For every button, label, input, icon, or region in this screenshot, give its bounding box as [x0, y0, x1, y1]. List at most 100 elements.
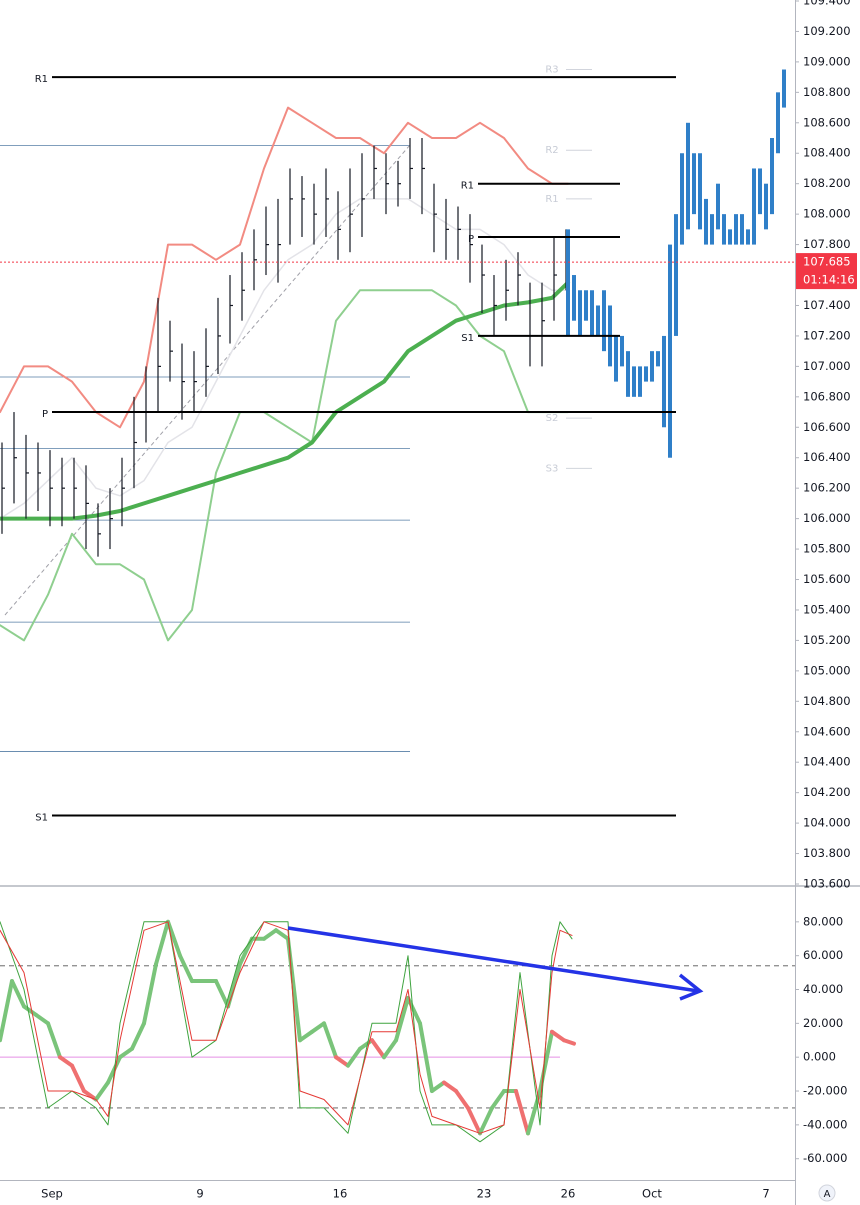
projection-bar	[704, 198, 708, 245]
y-tick-label: 107.200	[803, 328, 851, 342]
oscillator-segment	[130, 1021, 146, 1051]
x-tick-label: 9	[196, 1187, 203, 1201]
oscillator-segment	[514, 1089, 530, 1136]
y-tick-label: -20.000	[803, 1084, 847, 1098]
y-tick-label: 103.800	[803, 846, 851, 860]
projection-bar	[692, 153, 696, 215]
oscillator-segment	[358, 1038, 374, 1051]
y-tick-label: 105.800	[803, 542, 851, 556]
faint-pivot-label: R1	[545, 194, 558, 205]
faint-pivot-label: R3	[545, 65, 558, 76]
faint-pivot-label: S2	[546, 413, 559, 424]
projection-bar	[770, 138, 774, 215]
projection-bar	[686, 122, 690, 230]
y-tick-label: 105.000	[803, 663, 851, 677]
y-tick-label: 107.800	[803, 237, 851, 251]
projection-bar	[728, 229, 732, 245]
y-tick-label: 106.000	[803, 511, 851, 525]
y-tick-label: 0.000	[803, 1050, 836, 1064]
y-tick-label: 109.000	[803, 54, 851, 68]
oscillator-segment	[10, 979, 26, 1009]
y-tick-label: 109.400	[803, 0, 851, 8]
last-price-label: 107.685	[803, 255, 851, 269]
auto-scale-button[interactable]	[818, 1184, 836, 1202]
oscillator-segment	[238, 936, 254, 967]
oscillator-segment	[22, 1004, 38, 1017]
projection-bar	[764, 183, 768, 230]
faint-pivot-label: R2	[545, 145, 558, 156]
oscillator-segment	[370, 1038, 386, 1060]
oscillator-segment	[562, 1038, 576, 1046]
projection-bar	[566, 229, 570, 336]
projection-bar	[716, 183, 720, 230]
y-tick-label: 108.600	[803, 115, 851, 129]
y-tick-label: 108.000	[803, 207, 851, 221]
projection-bar	[626, 351, 630, 397]
projection-bar	[734, 214, 738, 245]
y-tick-label: 105.200	[803, 633, 851, 647]
projection-bar	[590, 290, 594, 336]
y-tick-label: 108.400	[803, 146, 851, 160]
y-tick-label: 104.200	[803, 785, 851, 799]
plot-layer: R1 P S1 R1 P S1 R3 R2 R1 S2 S3	[0, 65, 795, 1143]
y-tick-label: 103.600	[803, 877, 851, 891]
x-tick-label: 23	[477, 1187, 492, 1201]
oscillator-segment	[262, 928, 278, 941]
oscillator-segment	[298, 1029, 314, 1043]
projection-bar	[650, 351, 654, 382]
oscillator-segment	[178, 953, 194, 984]
oscillator-segment	[154, 919, 170, 967]
pivot-label: R1	[35, 74, 48, 85]
oscillator-segment	[418, 1021, 434, 1094]
y-tick-label: 107.400	[803, 298, 851, 312]
oscillator-segment	[322, 1021, 338, 1060]
projection-bar	[638, 366, 642, 397]
y-tick-label: 40.000	[803, 982, 843, 996]
projection-bar	[644, 366, 648, 382]
last-price-box	[796, 253, 857, 290]
projection-bar	[572, 275, 576, 321]
projection-bar	[668, 244, 672, 458]
oscillator-segment	[118, 1046, 134, 1060]
oscillator-segment	[94, 1080, 110, 1102]
x-tick-label: Oct	[642, 1187, 662, 1201]
y-tick-label: 104.800	[803, 694, 851, 708]
oscillator-segment	[274, 928, 290, 941]
pivot-label: S1	[461, 333, 474, 344]
y-tick-label: 107.000	[803, 359, 851, 373]
projection-bar	[680, 153, 684, 245]
axis-layer: 109.400 109.200 109.000 108.800 108.600 108.4…	[41, 0, 857, 1201]
x-tick-label: 26	[561, 1187, 576, 1201]
oscillator-segment	[478, 1105, 494, 1136]
projection-bar	[746, 229, 750, 245]
oscillator-segment	[142, 962, 158, 1026]
oscillator-segment	[166, 919, 182, 958]
projection-bar	[614, 335, 618, 382]
y-tick-label: 108.200	[803, 176, 851, 190]
y-tick-label: 104.000	[803, 816, 851, 830]
auto-scale-letter[interactable]: A	[824, 1189, 831, 1200]
y-tick-label: 106.800	[803, 389, 851, 403]
y-tick-label: 106.600	[803, 420, 851, 434]
y-tick-label: 109.200	[803, 24, 851, 38]
projection-bar	[596, 305, 600, 336]
y-tick-label: 105.600	[803, 572, 851, 586]
y-tick-label: 80.000	[803, 914, 843, 928]
projection-bar	[722, 214, 726, 245]
y-tick-label: 105.400	[803, 602, 851, 616]
projection-bar	[752, 168, 756, 245]
faint-pivot-label: S3	[546, 463, 559, 474]
oscillator-segment	[310, 1021, 326, 1034]
projection-bar	[782, 69, 786, 108]
projection-bar	[662, 335, 666, 428]
x-tick-label: 7	[762, 1187, 769, 1201]
projection-bar	[632, 366, 636, 397]
countdown-label: 01:14:16	[803, 273, 855, 287]
y-tick-label: 106.200	[803, 481, 851, 495]
oscillator-segment	[454, 1089, 470, 1110]
oscillator-segment	[58, 1055, 74, 1068]
y-tick-label: 106.400	[803, 450, 851, 464]
y-tick-label: 20.000	[803, 1016, 843, 1030]
oscillator-segment	[334, 1055, 350, 1068]
